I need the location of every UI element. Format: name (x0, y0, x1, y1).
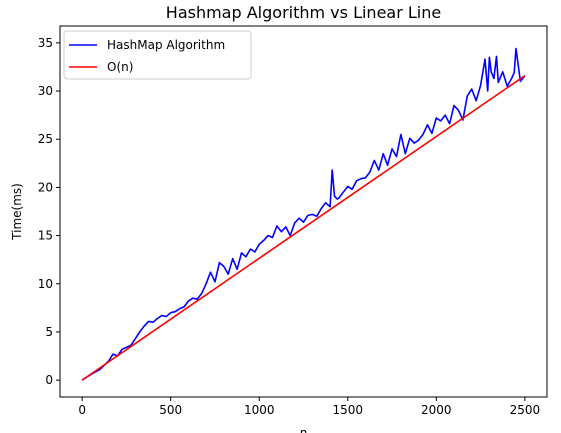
x-tick-label: 2500 (510, 403, 541, 417)
x-tick-label: 0 (78, 403, 86, 417)
chart-title: Hashmap Algorithm vs Linear Line (166, 3, 441, 22)
y-tick-label: 5 (45, 325, 53, 339)
series-line-o-n (82, 76, 525, 381)
y-tick-label: 20 (38, 180, 53, 194)
y-tick-label: 0 (45, 373, 53, 387)
y-tick-label: 15 (38, 229, 53, 243)
y-tick-label: 35 (38, 36, 53, 50)
legend: HashMap Algorithm O(n) (64, 31, 251, 79)
y-axis: 0 5 10 15 20 25 30 35 (38, 36, 60, 387)
plot-area (82, 49, 525, 381)
y-axis-label: Time(ms) (10, 183, 24, 241)
x-tick-label: 500 (159, 403, 182, 417)
series-line-hashmap-algorithm (82, 49, 525, 381)
x-tick-label: 1500 (332, 403, 363, 417)
legend-label: O(n) (107, 60, 133, 74)
x-axis-label: n (300, 426, 308, 433)
legend-label: HashMap Algorithm (107, 38, 225, 52)
y-tick-label: 25 (38, 132, 53, 146)
x-tick-label: 2000 (421, 403, 452, 417)
x-axis: 0 500 1000 1500 2000 2500 (78, 397, 540, 417)
y-tick-label: 10 (38, 277, 53, 291)
x-tick-label: 1000 (244, 403, 275, 417)
y-tick-label: 30 (38, 84, 53, 98)
